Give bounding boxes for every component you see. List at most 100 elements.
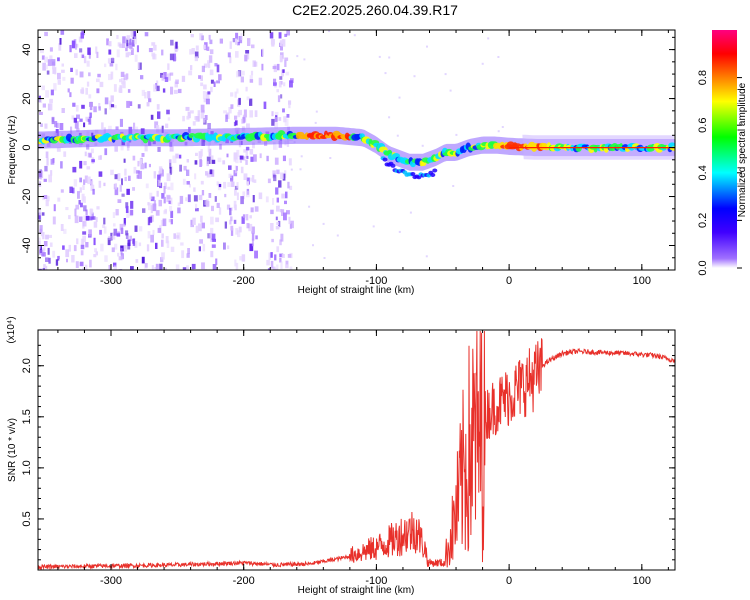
spectrogram-cell — [181, 75, 186, 82]
spectrogram-cell — [278, 140, 283, 148]
spectrogram-cell — [169, 161, 172, 169]
spectrogram-cell — [104, 97, 109, 105]
spectrogram-cell — [113, 105, 117, 109]
spectrogram-cell — [203, 98, 207, 103]
spectrogram-cell — [251, 44, 255, 49]
spectrogram-cell — [42, 231, 45, 240]
spectrogram-cell — [169, 206, 173, 212]
spectrogram-cell — [115, 63, 118, 71]
spectrogram-cell — [88, 116, 92, 125]
spectrogram-cell — [122, 81, 126, 89]
spectrogram-cell — [131, 39, 135, 47]
spectrogram-cell — [111, 57, 114, 62]
spectrogram-cell — [132, 155, 136, 161]
spectrogram-cell — [497, 56, 500, 58]
spectrogram-cell — [192, 217, 196, 225]
spectrogram-cell — [104, 148, 108, 156]
spectrogram-cell — [158, 199, 162, 207]
spectrogram-cell — [230, 175, 234, 182]
x-tick-label: -200 — [233, 275, 255, 287]
spectrogram-cell — [194, 173, 197, 180]
spectrogram-cell — [85, 215, 90, 221]
spectrogram-cell — [187, 248, 190, 254]
spectrogram-cell — [234, 188, 237, 196]
spectrogram-cell — [162, 218, 167, 227]
spectrogram-cell — [204, 42, 208, 51]
spectrogram-cell — [86, 81, 90, 87]
spectrogram-cell — [95, 46, 98, 54]
spectrogram-cell — [69, 92, 72, 98]
spectrogram-cell — [487, 37, 490, 40]
spectrogram-cell — [169, 72, 174, 76]
spectrogram-cell — [224, 193, 227, 198]
spectrogram-cell — [200, 82, 204, 87]
x-tick-label: 0 — [506, 575, 512, 587]
spectrogram-cell — [139, 226, 143, 232]
spectrogram-cell — [280, 94, 283, 99]
spectrogram-cell — [200, 75, 203, 81]
spectrogram-cell — [199, 33, 203, 40]
spectrogram-cell — [215, 258, 218, 265]
spectrogram-cell — [212, 238, 216, 242]
spectrogram-cell — [288, 216, 291, 225]
spectrogram-cell — [249, 215, 252, 219]
spectrogram-cell — [209, 69, 214, 76]
spectrogram-cell — [179, 195, 184, 204]
spectrogram-cell — [144, 32, 149, 37]
spectrogram-cell — [73, 245, 77, 252]
spectrogram-cell — [42, 252, 46, 257]
spectrogram-cell — [204, 115, 208, 120]
spectrogram-cell — [283, 82, 286, 87]
spectrogram-cell — [182, 115, 185, 122]
spectrogram-cell — [80, 244, 85, 250]
spectrogram-cell — [280, 43, 283, 51]
spectrogram-cell — [281, 57, 284, 62]
spectrogram-cell — [241, 118, 244, 124]
spectrogram-cell — [166, 240, 170, 248]
spectrogram-cell — [328, 30, 331, 33]
spectrogram-cell — [79, 160, 83, 169]
spectrogram-cell — [134, 126, 139, 132]
spectrogram-cell — [210, 227, 214, 234]
spectrogram-cell — [235, 262, 239, 270]
spectrogram-cell — [80, 250, 84, 256]
spectrogram-cell — [163, 186, 166, 194]
spectrogram-cell — [169, 146, 174, 152]
spectrogram-cell — [210, 250, 214, 258]
spectrogram-cell — [72, 166, 77, 173]
spectrogram-cell — [501, 126, 504, 128]
spectrogram-cell — [234, 120, 238, 126]
spectrogram-cell — [131, 48, 134, 55]
spectrogram-cell — [67, 88, 70, 93]
snr-frame — [37, 329, 676, 571]
spectrogram-cell — [60, 161, 63, 169]
spectrogram-cell — [134, 54, 138, 62]
colorbar-ticks: 0.0 0.2 0.4 0.6 0.8 — [697, 70, 742, 276]
spectrogram-cell — [76, 114, 80, 119]
spectrogram-cell — [86, 60, 90, 67]
spectrogram-cell — [123, 74, 128, 81]
spectrogram-cell — [141, 153, 145, 157]
spectrogram-cell — [211, 169, 215, 177]
spectrogram-cell — [104, 108, 107, 115]
spectrogram-cell — [188, 70, 193, 76]
spectrogram-cell — [204, 268, 207, 270]
spectrogram-cell — [236, 41, 240, 46]
spectrogram-cell — [148, 202, 152, 211]
spectrogram-cell — [137, 104, 141, 109]
spectrogram-cell — [128, 101, 133, 106]
spectrogram-cell — [202, 118, 206, 123]
spectrogram-cell — [119, 78, 122, 83]
spectrogram-cell — [45, 64, 48, 70]
spectrogram-cell — [79, 261, 84, 267]
spectrogram-cell — [286, 210, 290, 215]
spectrogram-cell — [160, 257, 164, 263]
spectrogram-cell — [249, 177, 254, 182]
spectrogram-cell — [247, 38, 251, 46]
spectrogram-cell — [128, 42, 133, 49]
spectrogram-cell — [289, 266, 293, 270]
spectrogram-cell — [114, 187, 119, 196]
spectrogram-cell — [244, 54, 248, 62]
spectrogram-cell — [150, 205, 153, 214]
spectrogram-cell — [104, 255, 108, 262]
